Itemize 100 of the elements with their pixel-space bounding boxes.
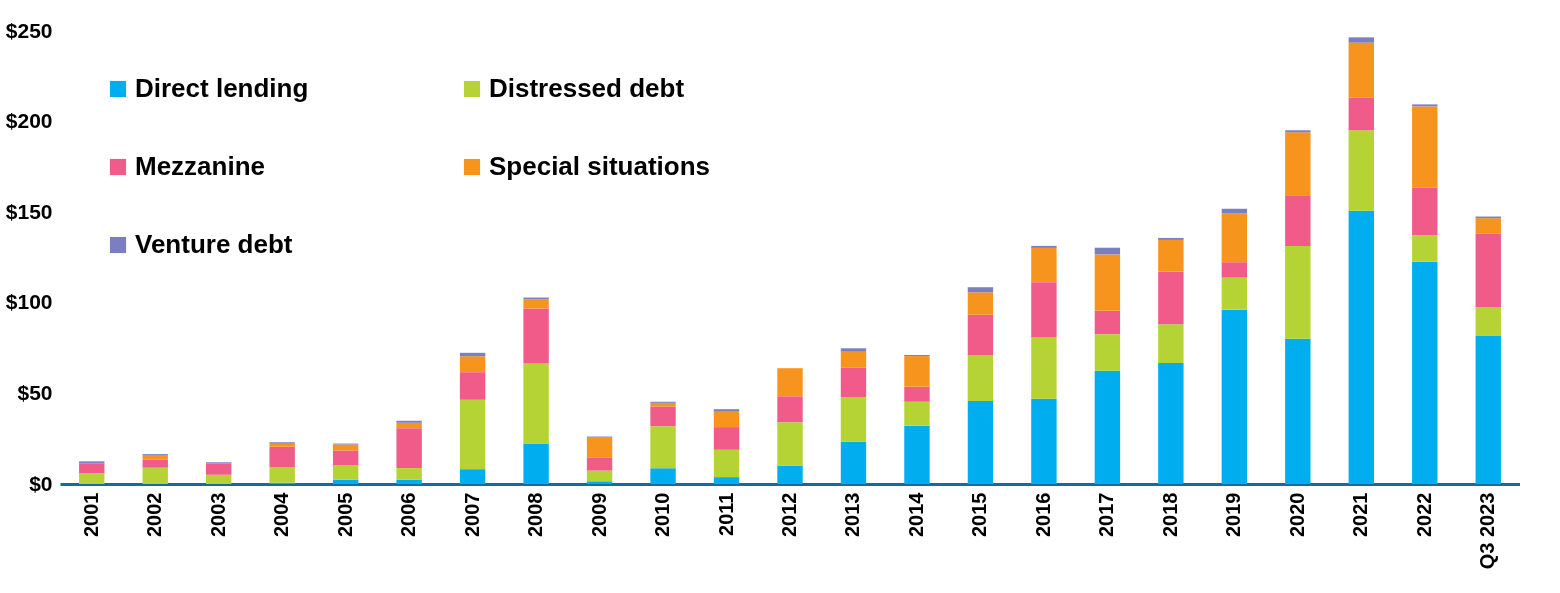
bar: [1348, 37, 1374, 43]
bar: [967, 287, 994, 293]
y-tick-label: $0: [29, 471, 53, 495]
bar: [1221, 262, 1248, 278]
bar: [332, 479, 359, 484]
x-tick-label: 2020: [1285, 492, 1308, 537]
bar: [586, 457, 613, 471]
bar: [1221, 213, 1248, 263]
bar: [79, 473, 105, 484]
legend-label: Direct lending: [135, 73, 309, 103]
x-tick-label: 2017: [1095, 492, 1118, 537]
bar: [650, 406, 676, 427]
bar: [1285, 338, 1311, 484]
bar: [650, 468, 676, 484]
x-tick-label: 2004: [270, 491, 293, 537]
x-tick-label: 2013: [841, 492, 864, 537]
bar: [1158, 271, 1184, 325]
y-tick-label: $150: [5, 199, 53, 223]
bar: [1412, 187, 1438, 236]
bar: [206, 474, 232, 484]
bar: [396, 422, 422, 429]
bar: [1221, 277, 1248, 310]
x-tick-label: 2005: [333, 492, 356, 537]
bar: [713, 411, 740, 428]
bar: [904, 356, 930, 387]
x-tick-label: 2001: [79, 492, 102, 537]
bar: [586, 470, 613, 482]
bar: [142, 459, 168, 468]
x-tick-label: 2015: [968, 492, 991, 537]
bar: [332, 444, 359, 451]
y-tick-label: $100: [5, 290, 53, 314]
x-tick-label: 2012: [778, 492, 800, 537]
bar: [1348, 210, 1374, 484]
bar: [777, 465, 803, 484]
x-tick-label: 2014: [904, 491, 927, 537]
bar: [1285, 246, 1311, 339]
bar: [1475, 233, 1501, 307]
legend-label: Distressed debt: [489, 73, 685, 103]
bar: [396, 479, 422, 484]
bar: [840, 351, 867, 368]
bar: [523, 308, 549, 364]
bar: [713, 477, 740, 484]
bar: [586, 481, 613, 484]
bar: [967, 401, 994, 484]
bar: [777, 422, 803, 466]
bar: [840, 441, 867, 484]
bar: [1285, 132, 1311, 196]
bar: [1158, 239, 1184, 272]
bar: [1412, 106, 1438, 188]
bar: [1094, 334, 1121, 371]
bar: [967, 314, 994, 355]
bar: [1094, 254, 1121, 311]
x-tick-label: 2003: [206, 492, 229, 537]
bar: [1348, 97, 1374, 131]
bar: [142, 455, 168, 460]
bar: [523, 443, 549, 484]
bar: [459, 399, 486, 470]
bar: [650, 426, 676, 469]
bar: [1221, 309, 1248, 484]
bar: [142, 467, 168, 484]
legend-label: Venture debt: [135, 229, 293, 259]
bar: [904, 425, 930, 484]
bar: [1031, 247, 1057, 283]
bar: [332, 450, 359, 466]
bar: [713, 409, 740, 412]
bar: [904, 401, 930, 426]
bar: [1348, 42, 1374, 98]
bar: [1094, 370, 1121, 484]
bar: [904, 386, 930, 402]
bar: [1031, 245, 1057, 248]
bar: [459, 372, 486, 400]
bar: [332, 465, 359, 480]
bar: [1094, 310, 1121, 335]
bar: [1348, 130, 1374, 211]
bar: [840, 397, 867, 442]
bar: [269, 466, 295, 483]
bar: [713, 427, 740, 450]
x-tick-label: 2006: [397, 492, 420, 537]
bar: [713, 449, 740, 478]
bar: [396, 468, 422, 480]
bar: [1412, 235, 1438, 262]
x-tick-label: 2008: [524, 492, 547, 537]
bar: [586, 437, 613, 458]
legend-label: Mezzanine: [135, 151, 266, 181]
bar: [396, 428, 422, 469]
bar: [1158, 362, 1184, 484]
bar: [206, 463, 232, 475]
bar: [1031, 282, 1057, 338]
x-tick-label: 2021: [1349, 492, 1372, 537]
bar: [459, 356, 486, 373]
bar: [777, 396, 803, 423]
bar: [777, 368, 803, 397]
x-tick-label: 2011: [714, 492, 737, 536]
bar: [459, 469, 486, 484]
bar: [840, 367, 867, 398]
bar: [1475, 218, 1501, 234]
bar: [1031, 398, 1057, 484]
bar: [967, 292, 994, 315]
legend-label: Special situations: [489, 151, 711, 181]
bar: [523, 299, 549, 309]
